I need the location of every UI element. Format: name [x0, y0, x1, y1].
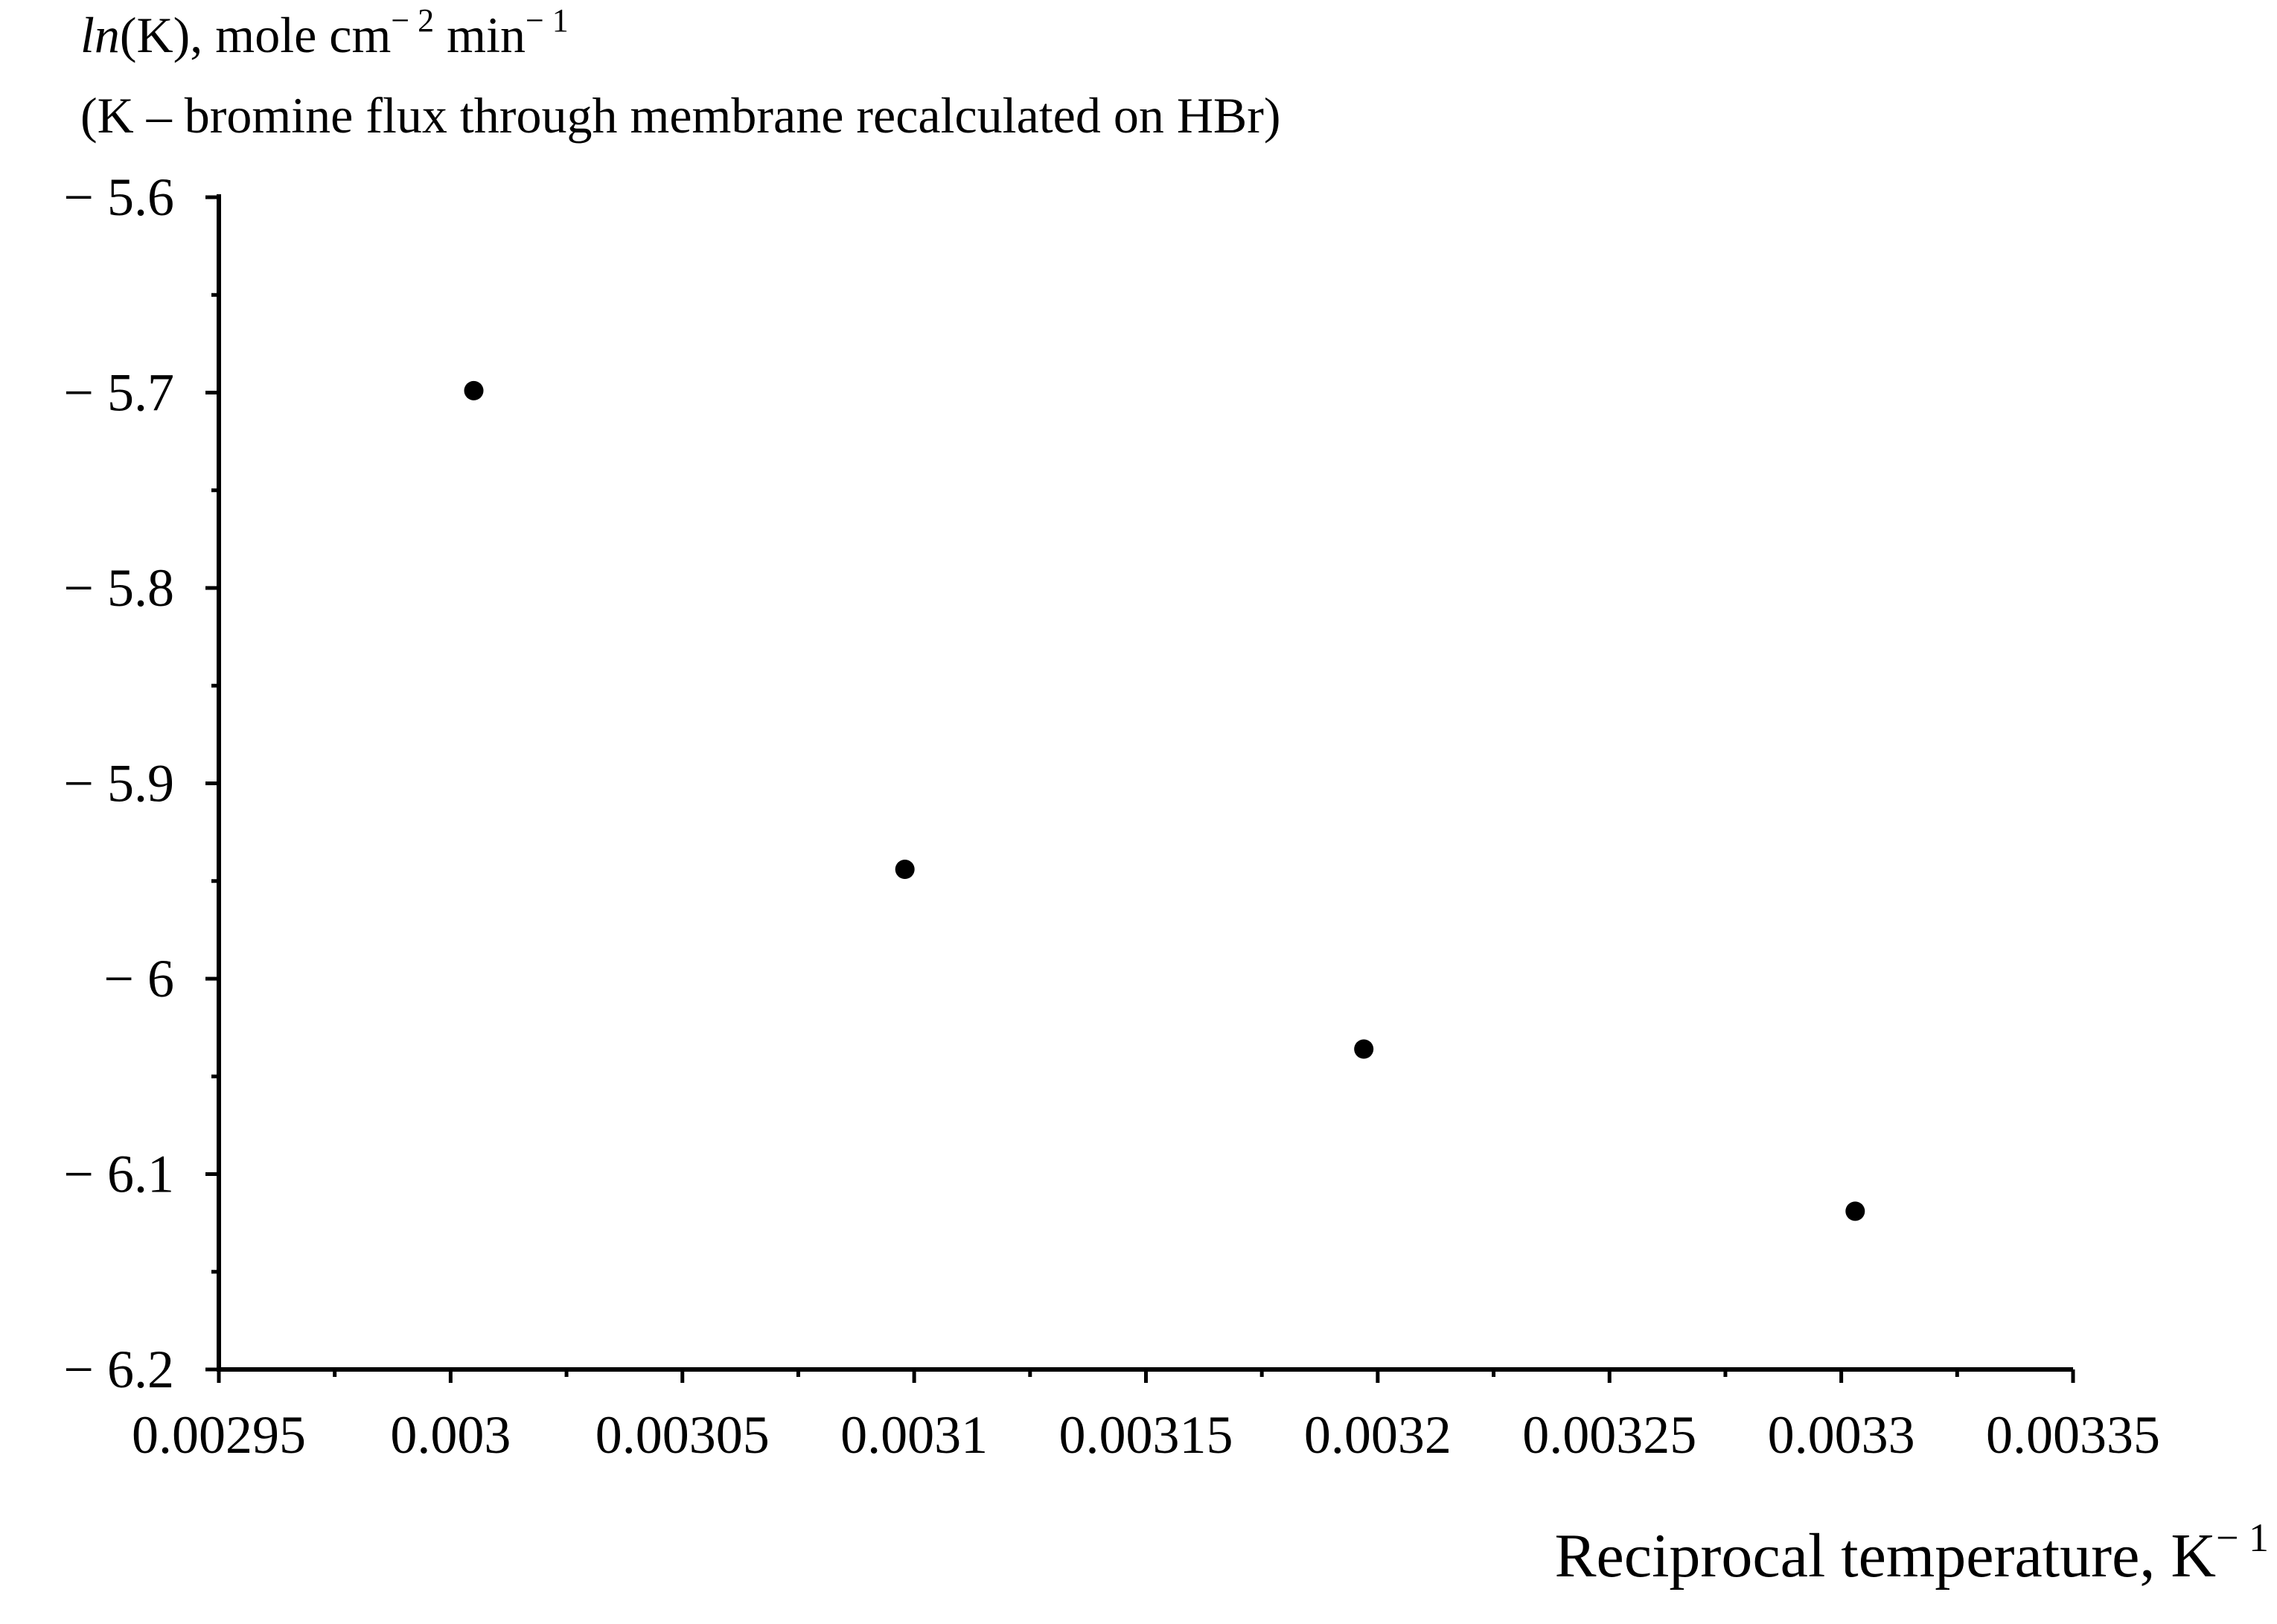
data-points	[464, 380, 1865, 1221]
y-axis-title-mid: min	[434, 7, 526, 63]
x-tick-label: 0.00335	[1986, 1405, 2160, 1465]
data-point	[895, 860, 915, 879]
y-tick-label: − 5.9	[63, 754, 174, 813]
data-point	[1845, 1201, 1865, 1221]
x-axis-title: Reciprocal temperature, K− 1	[1554, 1515, 2269, 1591]
y-tick-label: − 5.6	[63, 167, 174, 227]
y-axis-title-prefix: ln	[80, 7, 120, 63]
y-tick-label: − 6.2	[63, 1340, 174, 1399]
x-tick-label: 0.00295	[132, 1405, 306, 1465]
x-tick-label: 0.00325	[1522, 1405, 1696, 1465]
data-point	[1354, 1039, 1374, 1059]
y-tick-label: − 5.7	[63, 363, 174, 423]
y-axis-title-main: (K), mole cm	[120, 7, 391, 63]
x-tick-label: 0.00315	[1059, 1405, 1233, 1465]
y-tick-label: − 6.1	[63, 1145, 174, 1204]
y-axis-title: ln(K), mole cm− 2 min− 1	[80, 2, 569, 63]
x-tick-label: 0.003	[390, 1405, 511, 1465]
y-tick-label: − 5.8	[63, 558, 174, 618]
y-axis-title-sup1: − 2	[391, 2, 434, 39]
y-axis-ticks: − 5.6 − 5.7 − 5.8 − 5.9 − 6 − 6.1 − 6.2	[63, 167, 219, 1399]
y-axis-title-sup2: − 1	[526, 2, 569, 39]
data-point	[464, 380, 484, 400]
y-tick-label: − 6	[103, 949, 174, 1008]
axes	[217, 194, 2073, 1372]
x-axis-ticks: 0.00295 0.003 0.00305 0.0031 0.00315 0.0032 0.…	[132, 1369, 2160, 1465]
x-tick-label: 0.0031	[840, 1405, 988, 1465]
x-tick-label: 0.0032	[1304, 1405, 1452, 1465]
x-tick-label: 0.0033	[1768, 1405, 1915, 1465]
x-tick-label: 0.00305	[595, 1405, 770, 1465]
x-axis-title-sup: − 1	[2216, 1515, 2269, 1560]
x-axis-title-main: Reciprocal temperature, K	[1554, 1521, 2216, 1591]
y-axis-note: (K – bromine flux through membrane recal…	[80, 87, 1281, 144]
